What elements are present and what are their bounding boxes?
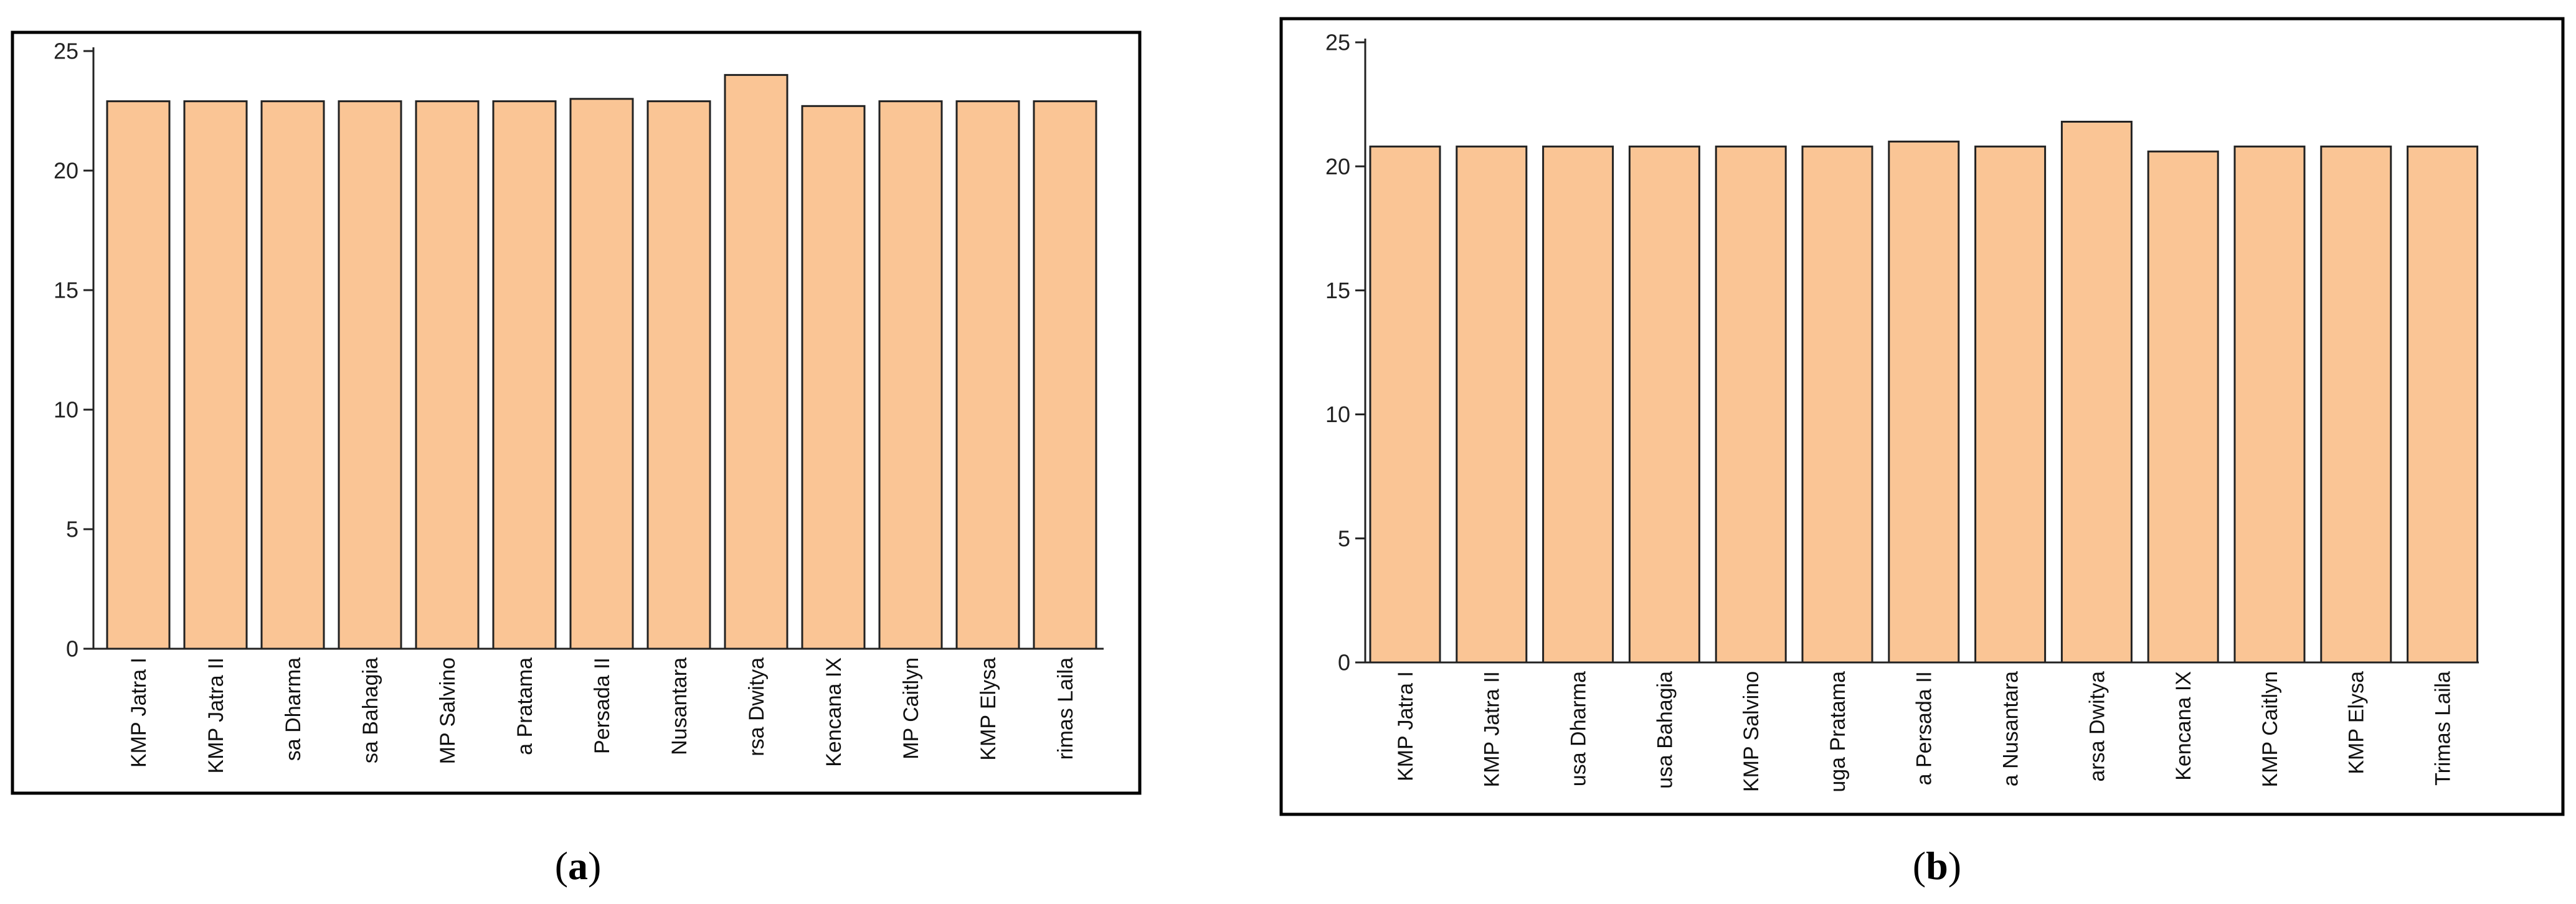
category-label-a-3: sa Dharma — [282, 657, 305, 761]
category-label-b-6: uga Pratama — [1826, 671, 1850, 793]
category-label-a-12: KMP Elysa — [977, 657, 1000, 761]
y-tick-label-b-5: 5 — [1338, 525, 1350, 551]
y-tick-label-a-25: 25 — [54, 39, 78, 64]
category-label-b-12: KMP Elysa — [2345, 671, 2369, 775]
category-label-b-9: arsa Dwitya — [2085, 671, 2109, 782]
bar-b-1 — [1369, 145, 1441, 664]
bar-b-2 — [1456, 145, 1528, 664]
bar-b-7 — [1888, 140, 1960, 664]
category-label-a-4: sa Bahagia — [359, 657, 382, 763]
bar-b-4 — [1628, 145, 1700, 664]
y-tick-label-b-25: 25 — [1325, 30, 1350, 55]
panel-label-a-open: ( — [555, 844, 568, 888]
category-label-b-3: usa Dharma — [1567, 671, 1591, 786]
y-tick-label-b-15: 15 — [1325, 278, 1350, 303]
panel-label-a: (a) — [555, 844, 602, 888]
panel-label-b-close: ) — [1948, 844, 1961, 888]
bar-a-7 — [569, 98, 634, 650]
bar-a-8 — [646, 100, 711, 650]
category-label-b-2: KMP Jatra II — [1480, 671, 1504, 787]
category-label-a-11: MP Caitlyn — [899, 657, 923, 760]
category-label-a-8: Nusantara — [668, 657, 691, 755]
bar-a-10 — [801, 105, 866, 650]
category-label-a-13: rimas Laila — [1054, 657, 1077, 760]
y-tick-label-a-20: 20 — [54, 158, 78, 184]
category-label-a-9: rsa Dwitya — [745, 657, 769, 756]
panel-label-b-letter: b — [1926, 844, 1948, 888]
panel-label-a-close: ) — [588, 844, 601, 888]
bar-a-12 — [955, 100, 1020, 650]
bar-b-11 — [2233, 145, 2306, 664]
chart-panel-b: 0 5 10 15 20 25 KMP Jatra I KMP Jatra II usa Dha… — [1325, 30, 2479, 793]
y-tick-label-a-10: 10 — [54, 397, 78, 423]
category-label-a-5: MP Salvino — [436, 657, 460, 764]
bar-a-1 — [106, 100, 171, 650]
bar-b-5 — [1715, 145, 1787, 664]
category-label-b-7: a Persada II — [1913, 671, 1936, 785]
bar-a-6 — [492, 100, 557, 650]
y-tick-label-a-5: 5 — [66, 517, 78, 542]
bar-b-8 — [1974, 145, 2047, 664]
bar-a-3 — [260, 100, 325, 650]
bar-b-12 — [2320, 145, 2392, 664]
bar-a-9 — [724, 73, 788, 650]
y-tick-label-b-0: 0 — [1338, 650, 1350, 676]
bar-a-11 — [878, 100, 943, 650]
category-label-b-4: usa Bahagia — [1653, 671, 1677, 789]
panel-label-b-open: ( — [1913, 844, 1926, 888]
bar-a-2 — [183, 100, 248, 650]
panel-label-a-letter: a — [568, 844, 588, 888]
category-label-b-13: Trimas Laila — [2432, 671, 2455, 786]
y-tick-label-a-0: 0 — [66, 636, 78, 662]
bar-b-13 — [2407, 145, 2479, 664]
category-label-b-10: Kencana IX — [2172, 671, 2195, 781]
y-tick-label-a-15: 15 — [54, 278, 78, 303]
bar-b-6 — [1801, 145, 1873, 664]
y-tick-label-b-10: 10 — [1325, 402, 1350, 427]
category-label-b-5: KMP Salvino — [1740, 671, 1763, 792]
bar-b-3 — [1542, 145, 1614, 664]
bar-a-5 — [415, 100, 480, 650]
panel-b-frame — [1279, 17, 2565, 816]
panel-a-frame — [11, 31, 1142, 795]
category-label-b-1: KMP Jatra I — [1394, 671, 1418, 781]
category-label-a-2: KMP Jatra II — [204, 657, 228, 773]
panel-label-b: (b) — [1913, 844, 1961, 888]
category-label-b-8: a Nusantara — [1999, 671, 2023, 786]
bar-a-13 — [1033, 100, 1097, 650]
category-label-b-11: KMP Caitlyn — [2258, 671, 2282, 787]
category-label-a-1: KMP Jatra I — [127, 657, 151, 768]
category-label-a-10: Kencana IX — [822, 657, 846, 767]
bar-b-9 — [2060, 120, 2133, 664]
category-label-a-7: Persada II — [590, 657, 614, 754]
chart-panel-a: 0 5 10 15 20 25 KMP Jatra I KMP Jatra II sa Dhar… — [54, 39, 1104, 773]
bar-b-10 — [2147, 150, 2219, 664]
y-tick-label-b-20: 20 — [1325, 154, 1350, 179]
bar-a-4 — [338, 100, 402, 650]
category-label-a-6: a Pratama — [513, 657, 537, 755]
